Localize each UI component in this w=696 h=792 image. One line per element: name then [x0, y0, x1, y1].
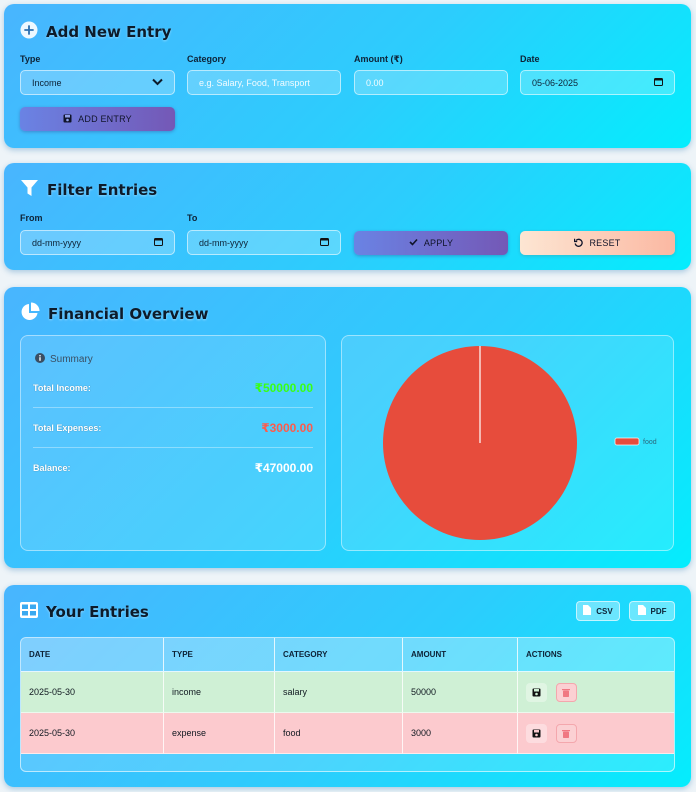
- chevron-down-icon: [152, 78, 163, 88]
- filter-title: Filter Entries: [47, 181, 158, 199]
- total-income-label: Total Income:: [33, 382, 91, 393]
- cell-date: 2025-05-30: [21, 672, 164, 713]
- table-icon: [20, 601, 38, 623]
- entries-title: Your Entries: [46, 603, 149, 621]
- amount-label: Amount (₹): [354, 54, 403, 64]
- summary-panel: Summary Total Income: ₹50000.00 Total Ex…: [20, 335, 326, 551]
- add-entry-card: Add New Entry Type Income Category e.g. …: [4, 4, 691, 148]
- balance-label: Balance:: [33, 463, 71, 473]
- reset-button-label: RESET: [589, 238, 621, 248]
- entries-card: Your Entries CSV PDF DATE TYPE CATEGORY …: [4, 585, 691, 787]
- total-expenses-row: Total Expenses: ₹3000.00: [33, 408, 313, 448]
- column-header-date: DATE: [21, 638, 164, 672]
- category-label: Category: [187, 54, 227, 64]
- type-select[interactable]: Income: [20, 70, 175, 95]
- save-row-button[interactable]: [526, 682, 547, 702]
- plus-circle-icon: [20, 21, 38, 44]
- filter-card: Filter Entries From dd-mm-yyyy To dd-mm-…: [4, 163, 691, 270]
- cell-date: 2025-05-30: [21, 713, 164, 754]
- trash-icon: [562, 688, 571, 697]
- amount-placeholder: 0.00: [366, 77, 384, 88]
- reset-button[interactable]: RESET: [520, 231, 675, 255]
- save-icon: [63, 114, 72, 125]
- calendar-icon[interactable]: [154, 237, 163, 248]
- column-header-type: TYPE: [164, 638, 275, 672]
- pie-chart-icon: [20, 302, 40, 327]
- total-income-row: Total Income: ₹50000.00: [33, 368, 313, 408]
- overview-heading: Financial Overview: [20, 302, 208, 326]
- add-entry-heading: Add New Entry: [20, 20, 171, 44]
- from-label: From: [20, 213, 43, 223]
- category-placeholder: e.g. Salary, Food, Transport: [199, 77, 310, 88]
- date-input[interactable]: 05-06-2025: [520, 70, 675, 95]
- table-row: 2025-05-30 expense food 3000: [21, 713, 674, 754]
- save-icon: [532, 688, 541, 696]
- category-input[interactable]: e.g. Salary, Food, Transport: [187, 70, 341, 95]
- legend-swatch-food: [614, 437, 640, 446]
- to-placeholder: dd-mm-yyyy: [199, 237, 248, 248]
- cell-amount: 3000: [403, 713, 518, 754]
- balance-value: ₹47000.00: [254, 461, 313, 475]
- check-icon: [409, 238, 418, 248]
- date-value: 05-06-2025: [532, 77, 579, 88]
- delete-row-button[interactable]: [555, 682, 577, 702]
- entries-heading: Your Entries: [20, 600, 149, 624]
- filter-heading: Filter Entries: [20, 178, 157, 202]
- add-entry-button[interactable]: ADD ENTRY: [20, 107, 175, 131]
- cell-actions: [518, 713, 674, 754]
- table-header-row: DATE TYPE CATEGORY AMOUNT ACTIONS: [21, 638, 674, 672]
- calendar-icon[interactable]: [320, 237, 329, 248]
- save-row-button[interactable]: [526, 723, 547, 743]
- undo-icon: [574, 238, 584, 249]
- info-icon: [35, 350, 45, 368]
- date-label: Date: [520, 54, 540, 64]
- cell-actions: [518, 672, 674, 713]
- from-date-input[interactable]: dd-mm-yyyy: [20, 230, 175, 255]
- cell-category: salary: [275, 672, 403, 713]
- from-placeholder: dd-mm-yyyy: [32, 237, 81, 248]
- column-header-amount: AMOUNT: [403, 638, 518, 672]
- summary-title: Summary: [50, 353, 93, 365]
- balance-row: Balance: ₹47000.00: [33, 448, 313, 488]
- to-date-input[interactable]: dd-mm-yyyy: [187, 230, 341, 255]
- cell-type: income: [164, 672, 275, 713]
- column-header-category: CATEGORY: [275, 638, 403, 672]
- legend-label-food: food: [643, 439, 657, 446]
- type-label: Type: [20, 54, 41, 64]
- pdf-button-label: PDF: [650, 606, 667, 616]
- amount-input[interactable]: 0.00: [354, 70, 508, 95]
- trash-icon: [562, 729, 571, 738]
- cell-amount: 50000: [403, 672, 518, 713]
- cell-category: food: [275, 713, 403, 754]
- to-label: To: [187, 213, 198, 223]
- add-entry-title: Add New Entry: [46, 23, 172, 41]
- summary-heading: Summary: [35, 350, 93, 368]
- type-select-value: Income: [32, 77, 62, 88]
- export-pdf-button[interactable]: PDF: [629, 601, 675, 621]
- total-expenses-label: Total Expenses:: [33, 422, 102, 433]
- expense-pie-chart: food: [383, 346, 657, 540]
- file-csv-icon: [583, 605, 592, 617]
- cell-type: expense: [164, 713, 275, 754]
- table-row: 2025-05-30 income salary 50000: [21, 672, 674, 713]
- apply-button-label: APPLY: [423, 238, 454, 248]
- add-entry-button-label: ADD ENTRY: [78, 114, 132, 124]
- chart-panel: food: [341, 335, 674, 551]
- save-icon: [532, 729, 541, 737]
- funnel-icon: [20, 179, 39, 202]
- overview-card: Financial Overview Summary Total Income:…: [4, 287, 691, 568]
- total-income-value: ₹50000.00: [254, 380, 313, 395]
- column-header-actions: ACTIONS: [518, 638, 674, 672]
- csv-button-label: CSV: [596, 606, 613, 616]
- overview-title: Financial Overview: [48, 305, 209, 323]
- calendar-icon[interactable]: [654, 77, 663, 88]
- delete-row-button[interactable]: [555, 723, 577, 743]
- entries-table-wrapper: DATE TYPE CATEGORY AMOUNT ACTIONS 2025-0…: [20, 637, 675, 772]
- entries-table: DATE TYPE CATEGORY AMOUNT ACTIONS 2025-0…: [21, 638, 674, 754]
- file-pdf-icon: [637, 605, 646, 617]
- total-expenses-value: ₹3000.00: [261, 420, 313, 435]
- export-csv-button[interactable]: CSV: [576, 601, 620, 621]
- apply-button[interactable]: APPLY: [354, 231, 508, 255]
